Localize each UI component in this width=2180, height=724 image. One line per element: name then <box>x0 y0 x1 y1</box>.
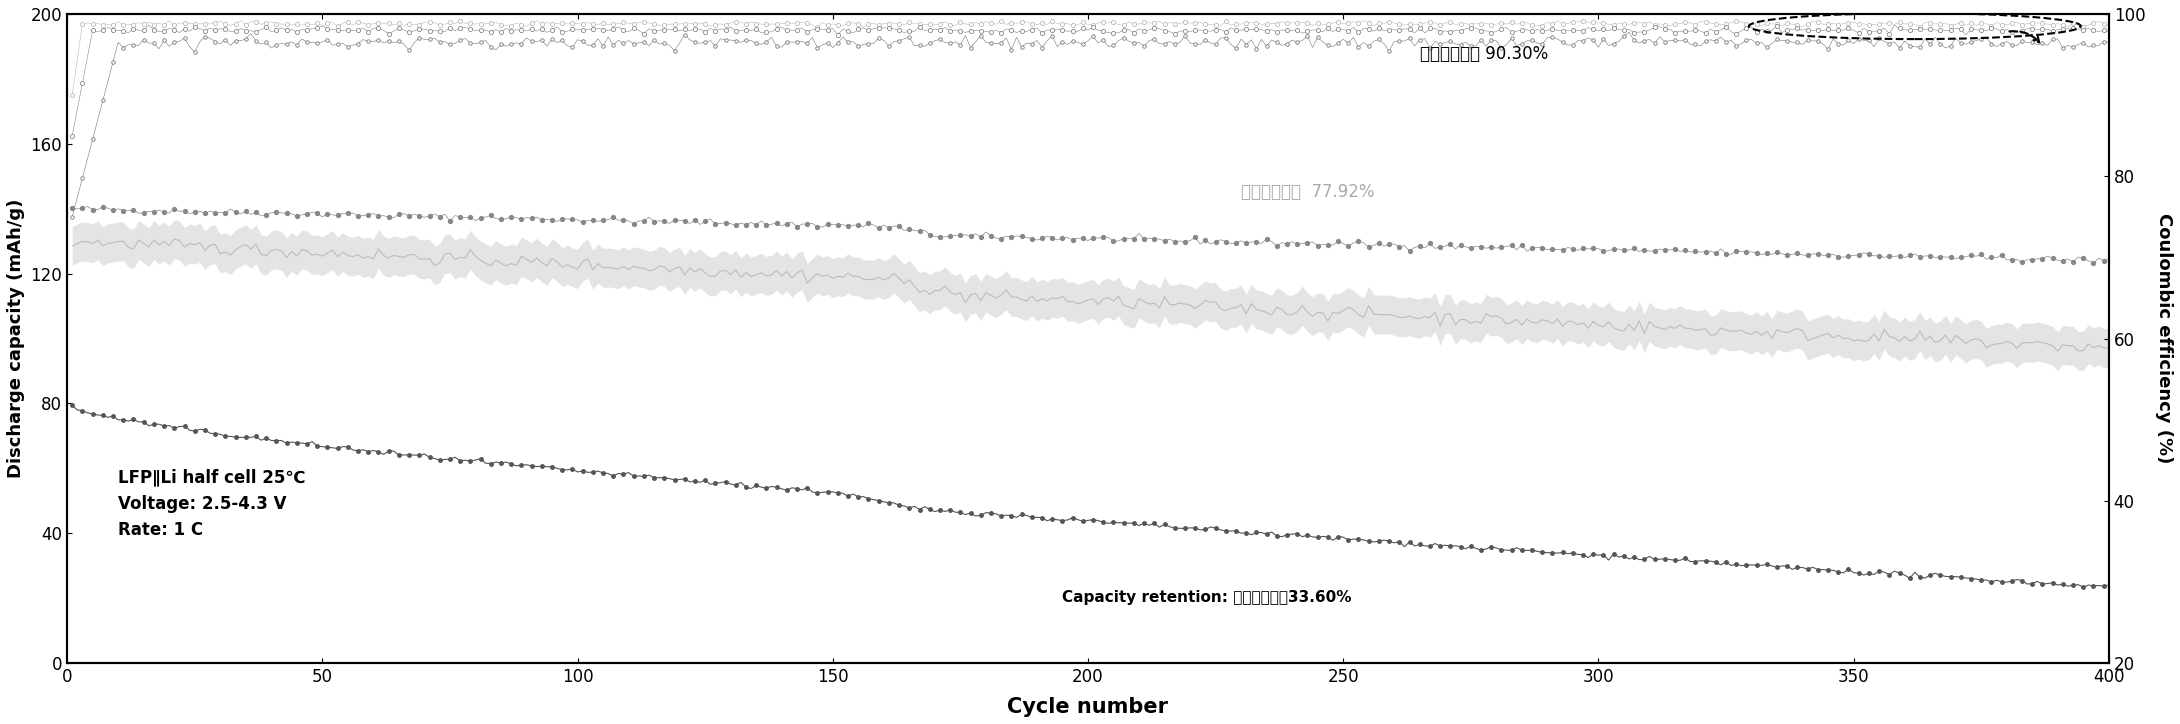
Y-axis label: Coulombic efficiency (%): Coulombic efficiency (%) <box>2156 214 2173 463</box>
Text: Capacity retention: 废旧磷酸铁锄33.60%: Capacity retention: 废旧磷酸铁锄33.60% <box>1062 590 1352 605</box>
Y-axis label: Discharge capacity (mAh/g): Discharge capacity (mAh/g) <box>7 199 24 478</box>
Text: LFP∥Li half cell 25℃
Voltage: 2.5-4.3 V
Rate: 1 C: LFP∥Li half cell 25℃ Voltage: 2.5-4.3 V … <box>118 468 305 539</box>
Text: 再生磷酸铁锄 90.30%: 再生磷酸铁锄 90.30% <box>1419 45 1548 62</box>
Text: 市售磷酸铁锄  77.92%: 市售磷酸铁锄 77.92% <box>1240 182 1376 201</box>
X-axis label: Cycle number: Cycle number <box>1007 697 1168 717</box>
